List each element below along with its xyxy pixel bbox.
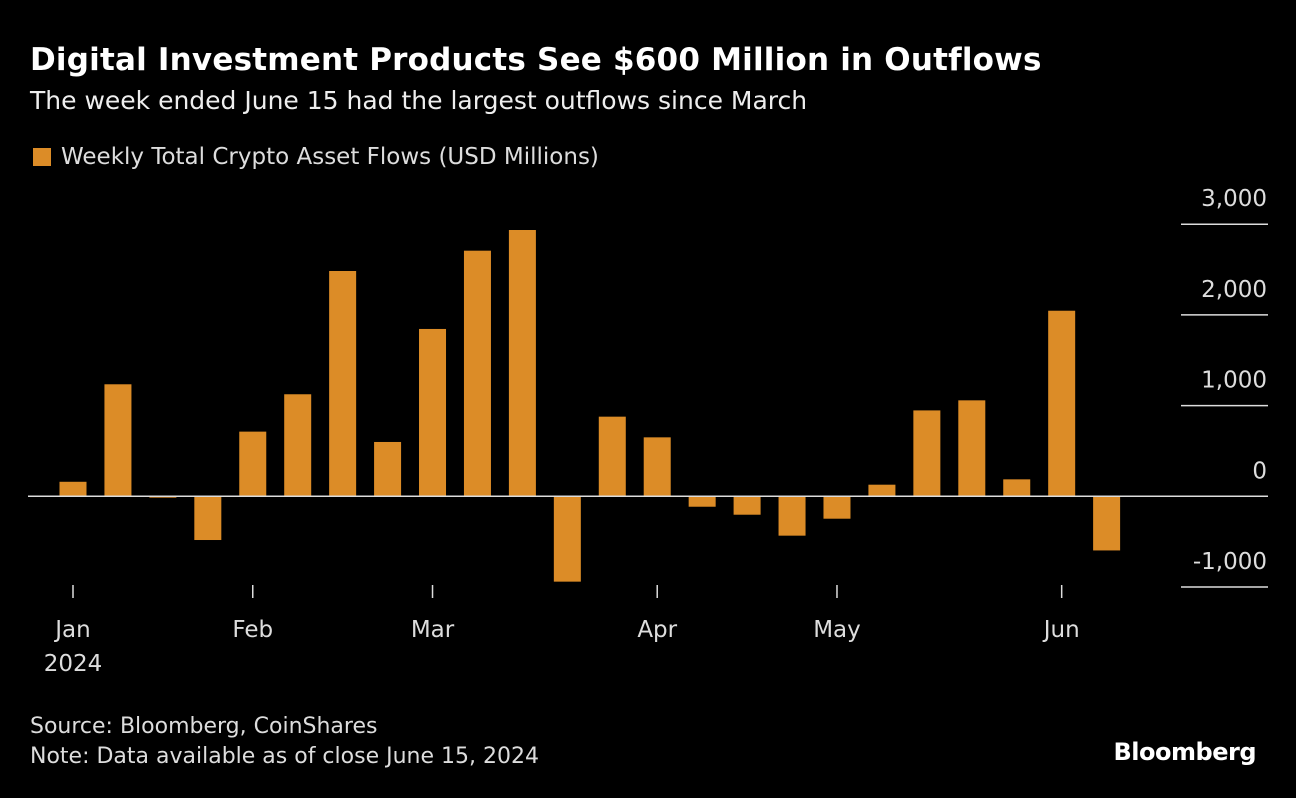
legend: Weekly Total Crypto Asset Flows (USD Mil… xyxy=(33,144,599,170)
x-tick-year-label: 2024 xyxy=(44,651,103,677)
bar-may-25 xyxy=(958,400,986,497)
bar-mar-30 xyxy=(598,416,626,497)
y-tick-label: -1,000 xyxy=(1193,549,1267,575)
bar-jan-6 xyxy=(59,481,87,497)
bar-jun-15 xyxy=(1093,496,1121,551)
legend-swatch xyxy=(33,148,51,166)
bar-mar-2 xyxy=(419,328,447,497)
bar-chart: 3,000 2,000 1,000 0 -1,000 Jan 2024 Feb Mar Apr Ma… xyxy=(28,186,1268,677)
bar-apr-20 xyxy=(733,496,761,515)
bar-may-11 xyxy=(868,484,896,497)
bar-apr-27 xyxy=(778,496,806,536)
x-tick-label: Mar xyxy=(411,617,455,643)
bloomberg-logo: Bloomberg xyxy=(1113,738,1257,766)
bar-apr-6 xyxy=(643,437,671,497)
x-tick-label: May xyxy=(813,617,861,643)
bar-jun-1 xyxy=(1003,479,1031,497)
legend-label: Weekly Total Crypto Asset Flows (USD Mil… xyxy=(61,144,599,170)
source-note: Source: Bloomberg, CoinShares xyxy=(30,714,378,739)
y-tick-label: 3,000 xyxy=(1201,186,1267,212)
bar-jun-8 xyxy=(1048,310,1076,497)
bar-feb-3 xyxy=(239,431,267,497)
y-tick-label: 0 xyxy=(1252,458,1267,484)
bar-feb-17 xyxy=(329,271,357,497)
chart-subtitle: The week ended June 15 had the largest o… xyxy=(30,86,808,115)
bar-feb-24 xyxy=(374,441,402,497)
y-tick-label: 2,000 xyxy=(1201,277,1267,303)
x-tick-label: Feb xyxy=(232,617,273,643)
bar-feb-10 xyxy=(284,394,312,497)
chart-title: Digital Investment Products See $600 Mil… xyxy=(30,42,1042,78)
bar-jan-13 xyxy=(104,384,132,497)
bar-mar-16 xyxy=(508,230,536,497)
x-tick-label: Apr xyxy=(637,617,677,643)
x-tick-label: Jun xyxy=(1042,617,1080,643)
bar-mar-9 xyxy=(463,250,491,497)
bar-apr-13 xyxy=(688,496,716,507)
bar-may-18 xyxy=(913,410,941,497)
x-tick-label: Jan xyxy=(53,617,90,643)
bar-may-4 xyxy=(823,496,851,519)
y-tick-label: 1,000 xyxy=(1201,368,1267,394)
data-note: Note: Data available as of close June 15… xyxy=(30,744,539,769)
bar-jan-27 xyxy=(194,496,222,541)
bar-mar-23 xyxy=(553,496,581,582)
